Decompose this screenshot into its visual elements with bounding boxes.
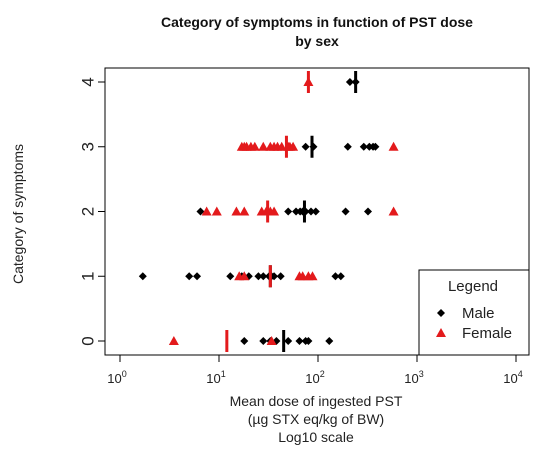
legend-female-marker: [436, 328, 446, 337]
female-point: [239, 271, 250, 281]
female-point: [231, 206, 242, 216]
female-point: [388, 141, 399, 151]
male-point: [254, 272, 263, 281]
x-tick-label: 102: [305, 369, 324, 386]
legend: Legend Male Female: [418, 269, 530, 356]
chart-title-line1: Category of symptoms in function of PST …: [161, 14, 473, 30]
female-point: [269, 206, 280, 216]
x-tick-exponent: 3: [419, 369, 424, 379]
male-point: [284, 337, 293, 345]
y-axis-label: Category of symptoms: [10, 144, 26, 284]
female-point: [276, 141, 287, 151]
y-tick-label: 4: [79, 77, 98, 86]
female-point: [239, 206, 250, 216]
chart-title-line2: by sex: [295, 33, 339, 49]
x-axis-label-line3: Log10 scale: [278, 429, 354, 445]
x-tick-exponent: 4: [518, 369, 523, 379]
male-point: [364, 207, 373, 216]
y-tick-label: 1: [79, 272, 98, 281]
median-lines: [225, 71, 358, 352]
legend-male-marker: [437, 309, 445, 317]
female-point: [288, 141, 299, 151]
y-tick-label: 2: [79, 207, 98, 216]
male-point: [226, 272, 235, 281]
x-tick-label: 104: [503, 369, 522, 386]
male-point: [196, 207, 205, 216]
legend-female-label: Female: [462, 325, 512, 342]
female-point: [388, 206, 399, 216]
male-point: [341, 207, 350, 216]
male-point: [301, 142, 310, 151]
female-point: [307, 271, 318, 281]
female-point: [266, 336, 277, 345]
female-point: [168, 336, 179, 345]
male-point: [304, 337, 313, 345]
x-axis: 100 101 102 103 104: [107, 354, 523, 386]
x-tick-label: 101: [206, 369, 225, 386]
legend-male-label: Male: [462, 305, 495, 322]
x-tick-label: 103: [404, 369, 423, 386]
male-point: [284, 207, 293, 216]
male-point: [311, 207, 320, 216]
y-tick-label: 0: [79, 336, 98, 345]
legend-box: [418, 269, 530, 356]
y-tick-label: 3: [79, 142, 98, 151]
x-tick-exponent: 1: [221, 369, 226, 379]
x-tick-exponent: 2: [320, 369, 325, 379]
male-point: [343, 142, 352, 151]
male-point: [292, 207, 301, 216]
male-point: [345, 78, 354, 86]
legend-entry-male: Male: [437, 305, 495, 322]
male-point: [240, 337, 249, 345]
y-axis: 0 1 2 3 4: [79, 77, 106, 346]
male-point: [138, 272, 147, 281]
female-point: [249, 141, 260, 151]
male-point: [276, 272, 285, 281]
x-tick-base: 10: [305, 371, 319, 386]
male-point: [185, 272, 194, 281]
male-point: [325, 337, 334, 345]
x-tick-exponent: 0: [122, 369, 127, 379]
x-axis-label-line2: (µg STX eq/kg of BW): [248, 411, 384, 427]
male-point: [331, 272, 340, 281]
female-point: [201, 206, 212, 216]
male-point: [359, 142, 368, 151]
male-point: [259, 272, 268, 281]
legend-entry-female: Female: [436, 325, 512, 342]
male-point: [295, 337, 304, 345]
legend-title: Legend: [448, 278, 498, 295]
x-tick-base: 10: [107, 371, 121, 386]
x-tick-base: 10: [404, 371, 418, 386]
female-point: [258, 141, 269, 151]
x-tick-base: 10: [503, 371, 517, 386]
male-point: [371, 142, 380, 151]
male-point: [270, 272, 279, 281]
male-point: [193, 272, 202, 281]
x-axis-label-line1: Mean dose of ingested PST: [230, 393, 403, 409]
male-point: [336, 272, 345, 281]
x-tick-label: 100: [107, 369, 126, 386]
male-point: [307, 207, 316, 216]
male-point: [259, 337, 268, 345]
x-tick-base: 10: [206, 371, 220, 386]
female-point: [211, 206, 222, 216]
